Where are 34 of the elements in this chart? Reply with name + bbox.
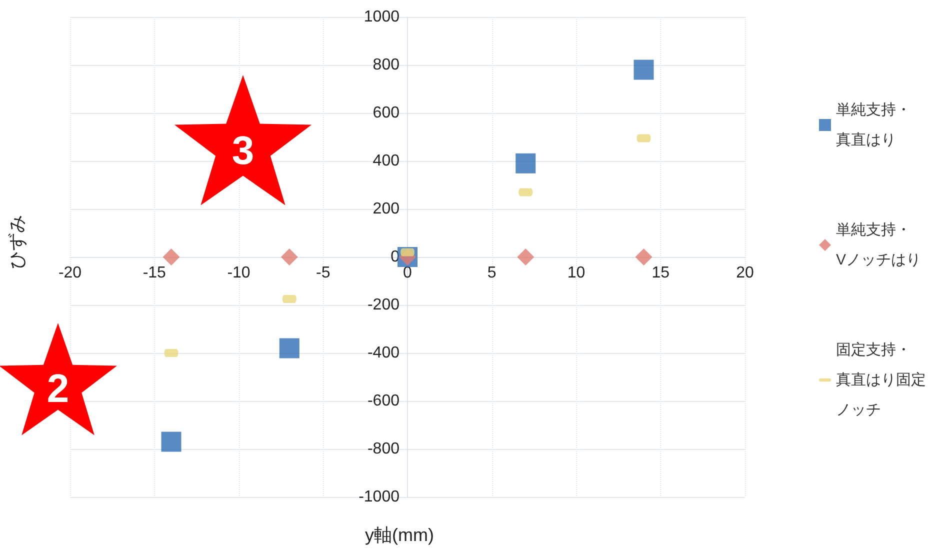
legend-label: 単純支持・Vノッチはり [836, 222, 922, 268]
x-tick-label: 0 [403, 264, 412, 282]
y-axis-title: ひずみ [7, 215, 27, 269]
x-tick-label: -15 [142, 264, 166, 282]
y-tick-label: 400 [372, 152, 400, 170]
y-tick-label: 800 [372, 56, 400, 74]
point [161, 432, 182, 452]
y-tick-label: 600 [372, 104, 400, 122]
y-tick-label: -200 [367, 296, 400, 314]
point [162, 248, 180, 266]
x-tick-label: -10 [227, 264, 250, 282]
y-tick-label: -600 [367, 392, 400, 410]
x-tick-label: 5 [487, 264, 496, 282]
point [517, 248, 534, 266]
point [516, 153, 536, 174]
x-tick-label: -20 [58, 264, 82, 282]
point [280, 248, 298, 266]
legend-label: 固定支持・真直はり固定ノッチ [836, 342, 926, 418]
y-tick-label: -800 [367, 440, 400, 458]
y-tick-label: -400 [367, 344, 400, 362]
y-tick-label: 1000 [364, 8, 400, 26]
x-tick-label: 20 [736, 264, 754, 282]
point [635, 248, 652, 266]
x-tick-label: 15 [652, 264, 670, 282]
y-tick-label: 200 [372, 200, 400, 218]
point [634, 60, 654, 80]
x-tick-label: 10 [567, 264, 586, 282]
text: 2 [46, 367, 70, 412]
legend-label: 単純支持・真直はり [836, 102, 911, 148]
x-axis-title: y軸(mm) [365, 525, 434, 545]
y-tick-label: -1000 [358, 488, 400, 506]
x-tick-label: -5 [316, 264, 330, 282]
point [279, 338, 300, 358]
annotation: 3 [230, 129, 256, 174]
